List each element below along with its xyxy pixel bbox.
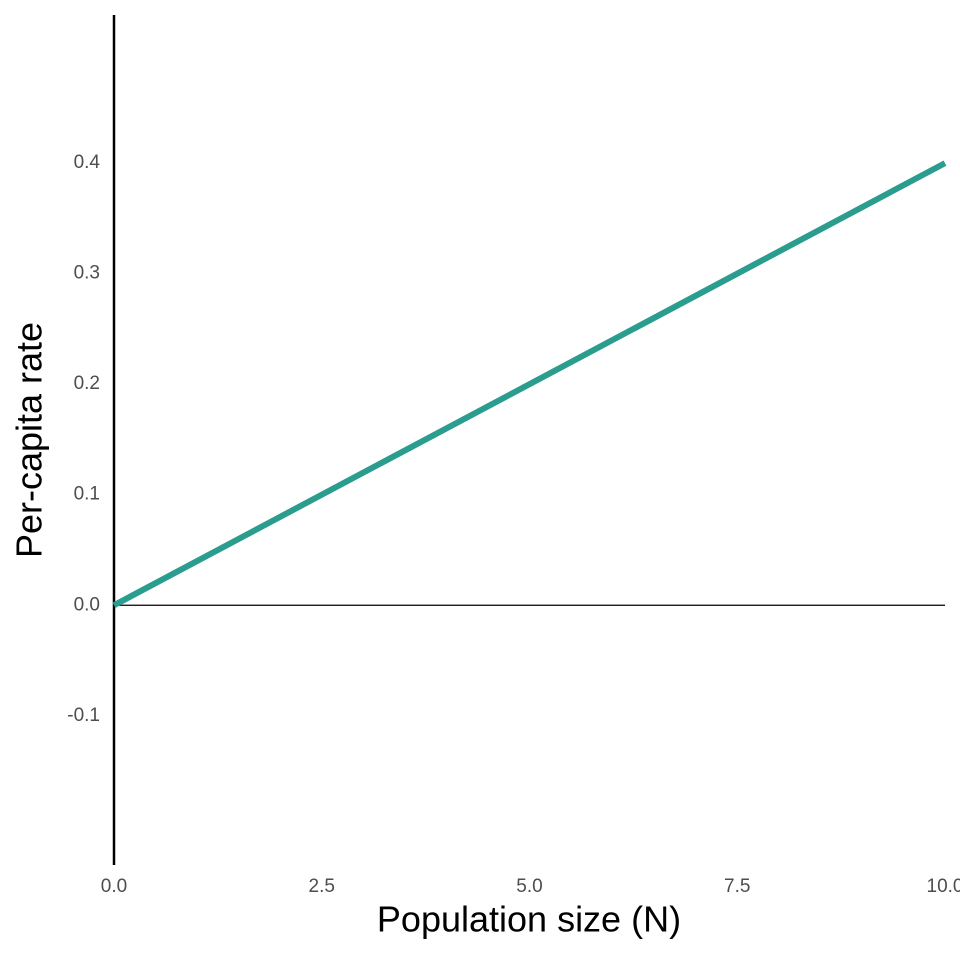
y-tick-label: 0.4 [74,152,101,173]
y-tick-label: -0.1 [67,705,100,726]
x-tick-label: 10.0 [927,876,960,897]
y-tick-label: 0.1 [74,484,100,505]
y-tick-label: 0.3 [74,263,100,284]
y-tick-label: 0.0 [74,594,100,615]
y-tick-label: 0.2 [74,373,100,394]
x-tick-label: 0.0 [101,876,127,897]
x-tick-label: 7.5 [724,876,750,897]
x-tick-label: 5.0 [516,876,542,897]
y-axis-title: Per-capita rate [9,322,50,558]
x-tick-label: 2.5 [309,876,335,897]
data-line [112,160,947,608]
x-axis-title: Population size (N) [377,899,681,940]
